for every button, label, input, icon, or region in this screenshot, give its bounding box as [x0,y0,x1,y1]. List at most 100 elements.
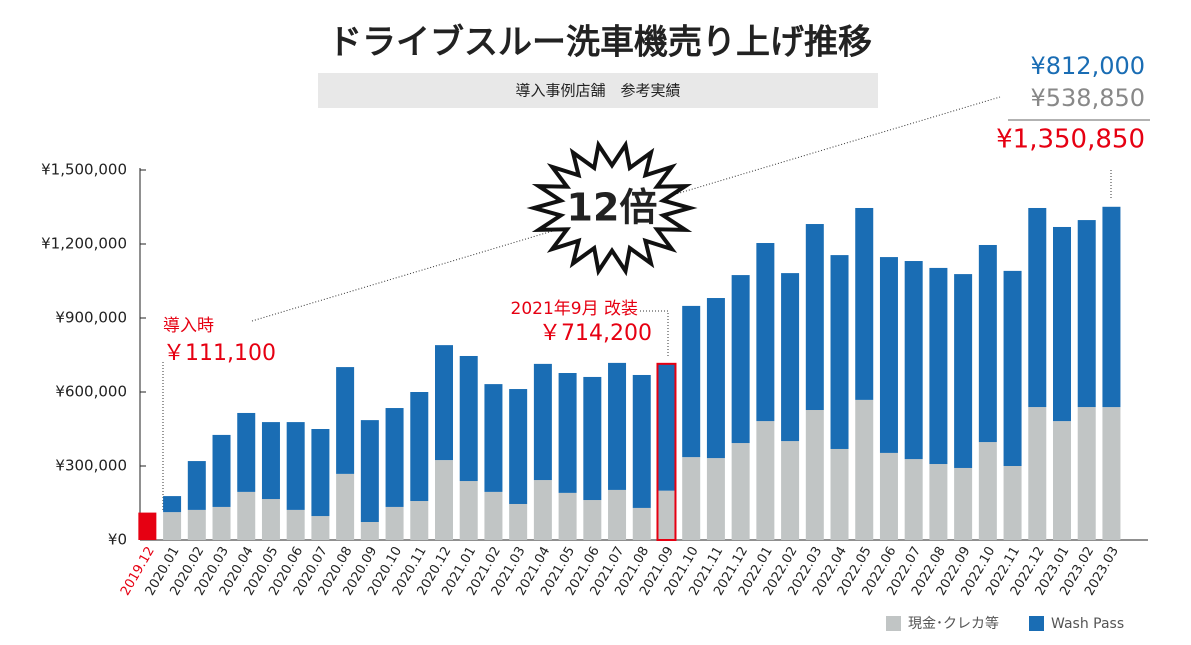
bar-segment [583,376,602,501]
bar-segment [286,422,305,510]
bar-segment [879,452,898,540]
bar-segment [385,408,404,507]
bar-segment [459,481,478,540]
bar-segment [805,410,824,540]
annotation: 2021年9月 改装 [511,299,638,319]
bar-segment [212,434,231,507]
y-tick-label: ¥1,200,000 [41,235,127,253]
bar-segment [781,441,800,540]
bar-segment [261,499,280,540]
bar-segment [360,420,379,522]
bar-segment [954,467,973,540]
bar-segment [311,429,330,517]
bar-segment [237,412,256,492]
bar-segment [879,257,898,453]
bar-segment [855,399,874,540]
y-tick-label: ¥900,000 [55,309,127,327]
bar-segment [1003,466,1022,540]
bar-segment [781,273,800,442]
bar-segment [608,362,627,490]
bar-segment [360,521,379,540]
bar-segment [706,458,725,540]
bar-segment [1028,207,1047,408]
bar-segment [682,457,701,540]
bar-segment [706,298,725,459]
legend-swatch [1029,616,1044,631]
bar-segment [756,421,775,540]
bar-segment [929,267,948,465]
bar-segment [484,491,503,540]
bar-segment [435,460,453,540]
bar-segment [187,461,206,510]
bar-segment [608,489,627,540]
bar-segment [1053,421,1071,540]
bar-segment [138,512,157,540]
annotation: ¥1,350,850 [996,125,1145,155]
y-tick-label: ¥1,500,000 [41,161,127,179]
bar-segment [187,509,206,540]
annotation: ￥111,100 [163,341,276,366]
bar-segment [632,374,651,508]
bar-segment [904,459,923,540]
annotation: ¥538,850 [1030,84,1145,112]
bar-segment [163,496,182,513]
bar-segment [410,392,429,502]
bar-segment [805,224,824,411]
bar-segment [657,490,676,540]
legend-label: 現金･クレカ等 [908,615,999,632]
bar-segment [435,345,453,461]
bar-segment [509,503,528,540]
y-tick-label: ¥600,000 [55,383,127,401]
bar-segment [657,363,676,491]
leader [640,310,669,358]
annotation: ￥714,200 [539,321,652,346]
bar-segment [509,389,528,504]
legend-swatch [886,616,901,631]
chart-title: ドライブスルー洗車機売り上げ推移 [328,23,872,63]
bar-segment [583,500,602,540]
bar-segment [385,506,404,540]
highlight-outline [656,362,677,541]
bar-segment [1102,407,1121,540]
bar-segment [1003,270,1022,466]
bar-segment [830,448,849,540]
bar-segment [533,480,552,540]
bar-segment [237,491,256,540]
bar-segment [731,275,750,444]
bar-segment [904,261,923,460]
bar-segment [286,509,305,540]
subtitle-box [318,73,878,108]
bar-segment [830,255,849,449]
y-tick-label: ¥0 [108,531,127,549]
bar-segment [336,473,355,540]
bar-segment [731,443,750,540]
bar-segment [459,355,478,482]
annotation: 導入時 [163,316,214,336]
bar-segment [558,373,577,493]
bar-segment [978,244,997,443]
bar-segment [212,506,231,540]
bar-segment [929,464,948,540]
bar-segment [756,243,775,422]
bar-segment [632,507,651,540]
bar-segment [484,384,503,492]
bar-segment [954,274,973,468]
bar-segment [1053,226,1071,422]
bar-segment [855,207,874,400]
bar-segment [1077,407,1096,540]
bar-segment [682,305,701,458]
bar-segment [978,442,997,540]
bar-segment [1028,407,1047,540]
legend-label: Wash Pass [1051,616,1124,632]
chart-subtitle: 導入事例店舗 参考実績 [515,82,680,100]
bar-segment [261,422,280,500]
bar-segment [163,512,182,540]
bar-segment [533,363,552,481]
bar-segment [558,492,577,540]
bar-segment [311,516,330,540]
annotation: ¥812,000 [1030,52,1145,80]
bar-segment [1102,206,1121,408]
bar-segment [336,367,355,474]
starburst [526,139,698,277]
